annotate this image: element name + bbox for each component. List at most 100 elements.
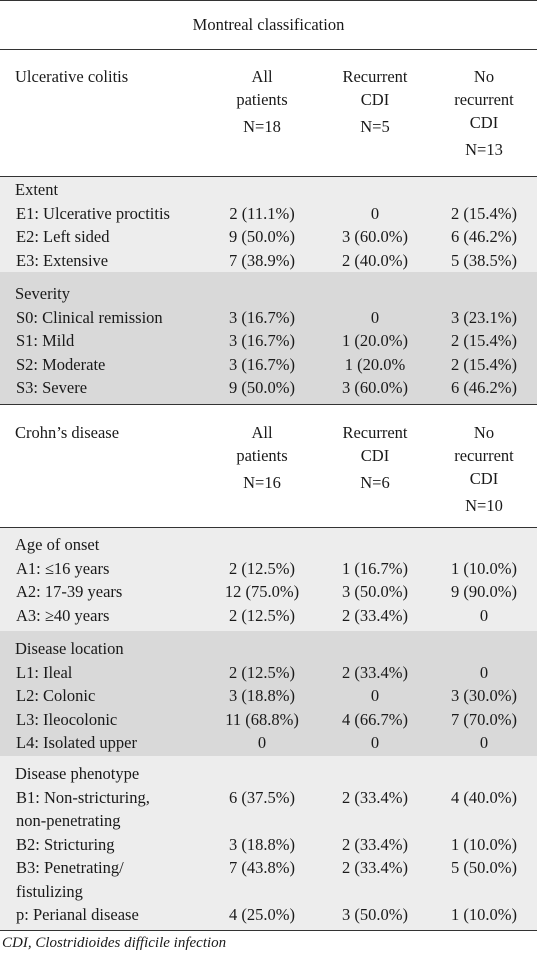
disease-phenotype-row-label: B1: Non-stricturing, [16,787,150,807]
severity-cell: 3 (16.7%) [229,354,295,374]
uc-col-recurrent-cdi-label: Recurrent [342,67,408,86]
age-of-onset-cell: 1 (10.0%) [451,558,517,578]
disease-phenotype-cell: 3 (18.8%) [229,834,295,854]
uc-header-rule [0,176,537,177]
disease-phenotype-row-label: non-penetrating [16,811,121,830]
severity-cell: 1 (20.0%) [342,331,408,350]
phenotype-band [0,756,537,930]
age-of-onset-cell: 3 (50.0%) [342,582,408,601]
disease-phenotype-row-label: B2: Stricturing [16,834,115,854]
severity-cell: 1 (20.0% [344,354,406,374]
age-of-onset-cell: 1 (16.7%) [342,558,408,578]
age-of-onset-cell: 12 (75.0%) [224,582,300,601]
disease-phenotype-cell: 5 (50.0%) [451,858,517,877]
age-of-onset-row-label: A1: ≤16 years [16,558,110,578]
disease-location-cell: 11 (68.8%) [225,709,299,729]
severity-cell: 9 (50.0%) [229,378,295,397]
disease-location-header: Disease location [15,639,124,658]
disease-phenotype-cell: 7 (43.8%) [229,858,295,877]
severity-header: Severity [15,284,70,303]
disease-phenotype-cell: 4 (25.0%) [229,905,295,924]
severity-row-label: S0: Clinical remission [16,307,163,327]
disease-phenotype-row-label: fistulizing [16,881,83,901]
disease-phenotype-row-label: B3: Penetrating/ [16,858,124,877]
severity-cell: 2 (15.4%) [451,331,517,350]
extent-row-label: E1: Ulcerative proctitis [16,203,170,223]
cd-col-no-recurrent-cdi-label: CDI [469,469,499,488]
disease-location-row-label: L2: Colonic [16,686,96,705]
disease-location-row-label: L4: Isolated upper [16,733,137,752]
disease-location-cell: 0 [257,733,267,752]
extent-band [0,176,537,272]
disease-phenotype-cell: 6 (37.5%) [229,787,295,807]
severity-row-label: S3: Severe [16,378,88,397]
extent-header: Extent [15,180,59,199]
disease-location-cell: 2 (12.5%) [229,662,295,682]
severity-row-label: S2: Moderate [16,354,106,374]
age-of-onset-cell: 2 (33.4%) [342,605,408,625]
uc-bottom-rule [0,404,537,405]
cd-col-all-patients-n: N=16 [243,473,281,492]
disease-phenotype-cell: 4 (40.0%) [451,787,517,807]
extent-cell: 0 [370,203,380,223]
top-rule [0,0,537,1]
disease-phenotype-cell: 1 (10.0%) [451,834,517,854]
age-of-onset-cell: 2 (12.5%) [229,558,295,578]
disease-location-cell: 2 (33.4%) [342,662,408,682]
uc-col-no-recurrent-cdi-n: N=13 [465,140,503,159]
uc-col-no-recurrent-cdi-label: recurrent [454,90,514,109]
uc-section-label: Ulcerative colitis [15,67,129,86]
table-title: Montreal classification [192,15,345,34]
uc-col-no-recurrent-cdi-label: CDI [469,113,499,132]
disease-location-cell: 3 (30.0%) [451,686,517,705]
disease-phenotype-cell: 1 (10.0%) [451,905,517,924]
age-of-onset-cell: 9 (90.0%) [451,582,517,601]
cd-col-all-patients-label: All [251,423,273,442]
age-of-onset-header: Age of onset [15,535,100,554]
disease-location-cell: 0 [479,662,489,682]
cd-col-recurrent-cdi-label: Recurrent [342,423,408,442]
extent-cell: 6 (46.2%) [451,227,517,246]
severity-row-label: S1: Mild [16,331,75,350]
footnote: CDI, Clostridioides difficile infection [2,935,227,951]
severity-cell: 6 (46.2%) [451,378,517,397]
extent-cell: 9 (50.0%) [229,227,295,246]
uc-col-all-patients-label: patients [236,90,288,109]
uc-col-no-recurrent-cdi-label: No [473,67,495,86]
severity-cell: 3 (16.7%) [229,307,295,327]
extent-row-label: E3: Extensive [16,250,109,270]
uc-col-recurrent-cdi-label: CDI [360,90,390,109]
uc-col-all-patients-label: All [251,67,273,86]
disease-phenotype-cell: 2 (33.4%) [342,834,408,854]
disease-phenotype-header: Disease phenotype [15,764,140,783]
title-rule [0,49,537,50]
uc-col-recurrent-cdi-n: N=5 [360,117,390,136]
cd-col-no-recurrent-cdi-n: N=10 [465,496,503,515]
disease-phenotype-cell: 2 (33.4%) [342,787,408,807]
age-of-onset-cell: 0 [479,605,489,625]
disease-phenotype-cell: 3 (50.0%) [342,905,408,924]
disease-location-cell: 0 [479,733,489,752]
disease-location-cell: 3 (18.8%) [229,686,295,705]
extent-row-label: E2: Left sided [16,227,110,246]
disease-location-cell: 0 [370,686,380,705]
severity-band [0,272,537,404]
uc-col-all-patients-n: N=18 [243,117,281,136]
severity-cell: 3 (60.0%) [342,378,408,397]
extent-cell: 7 (38.9%) [229,250,295,270]
location-band [0,631,537,756]
disease-location-cell: 4 (66.7%) [342,709,408,729]
cd-col-recurrent-cdi-label: CDI [360,446,390,465]
disease-phenotype-row-label: p: Perianal disease [16,905,139,924]
disease-location-cell: 0 [370,733,380,752]
extent-cell: 3 (60.0%) [342,227,408,246]
cd-header-rule [0,527,537,528]
age-of-onset-row-label: A3: ≥40 years [16,605,110,625]
extent-cell: 2 (40.0%) [342,250,408,270]
severity-cell: 0 [370,307,380,327]
disease-location-row-label: L3: Ileocolonic [16,709,118,729]
cd-col-no-recurrent-cdi-label: recurrent [454,446,514,465]
age-band [0,527,537,631]
severity-cell: 2 (15.4%) [451,354,517,374]
bottom-rule [0,930,537,931]
